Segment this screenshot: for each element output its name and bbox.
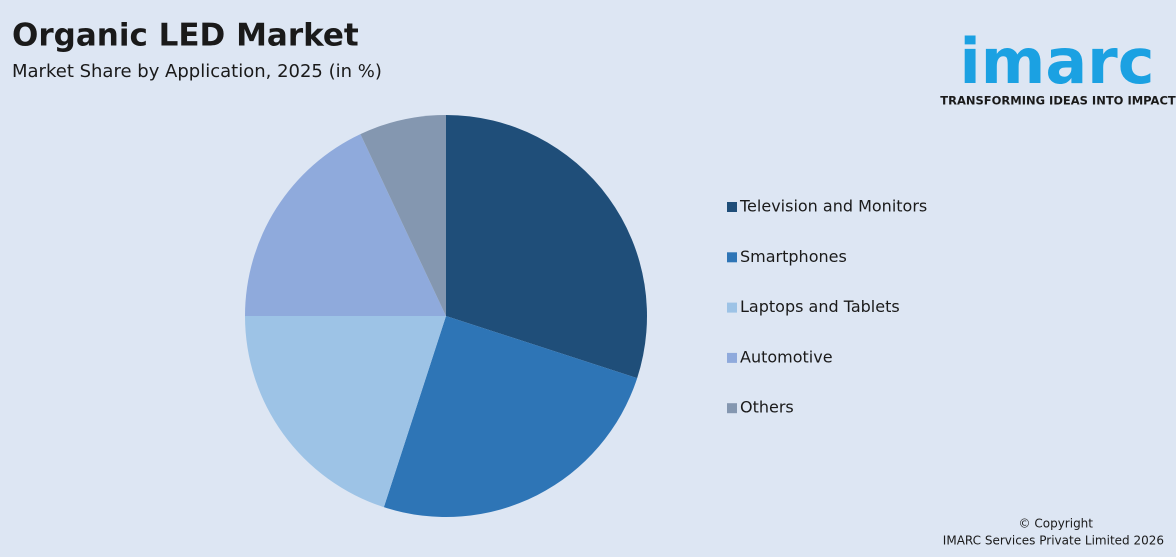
- legend-label: Television and Monitors: [739, 197, 927, 216]
- pie-slice: [360, 115, 446, 316]
- chart-title: Organic LED Market: [12, 18, 359, 54]
- legend-swatch: [727, 202, 737, 212]
- copyright-owner: IMARC Services Private Limited 2026: [943, 534, 1164, 548]
- legend-swatch: [727, 302, 737, 313]
- pie-slice: [383, 316, 638, 517]
- pie-slice: [245, 134, 446, 316]
- legend-label: Smartphones: [740, 247, 847, 266]
- chart-subtitle: Market Share by Application, 2025 (in %): [12, 61, 382, 82]
- legend-label: Laptops and Tablets: [740, 297, 900, 316]
- copyright: © Copyright: [1019, 517, 1094, 531]
- legend-swatch: [727, 403, 737, 414]
- pie-slice: [446, 115, 647, 379]
- logo-tagline: TRANSFORMING IDEAS INTO IMPACT: [940, 94, 1176, 108]
- legend-label: Others: [740, 398, 794, 417]
- legend-swatch: [727, 252, 737, 263]
- pie-slice: [245, 316, 446, 508]
- legend-swatch: [727, 352, 737, 363]
- legend-label: Automotive: [740, 347, 833, 366]
- logo: imarc: [959, 25, 1154, 98]
